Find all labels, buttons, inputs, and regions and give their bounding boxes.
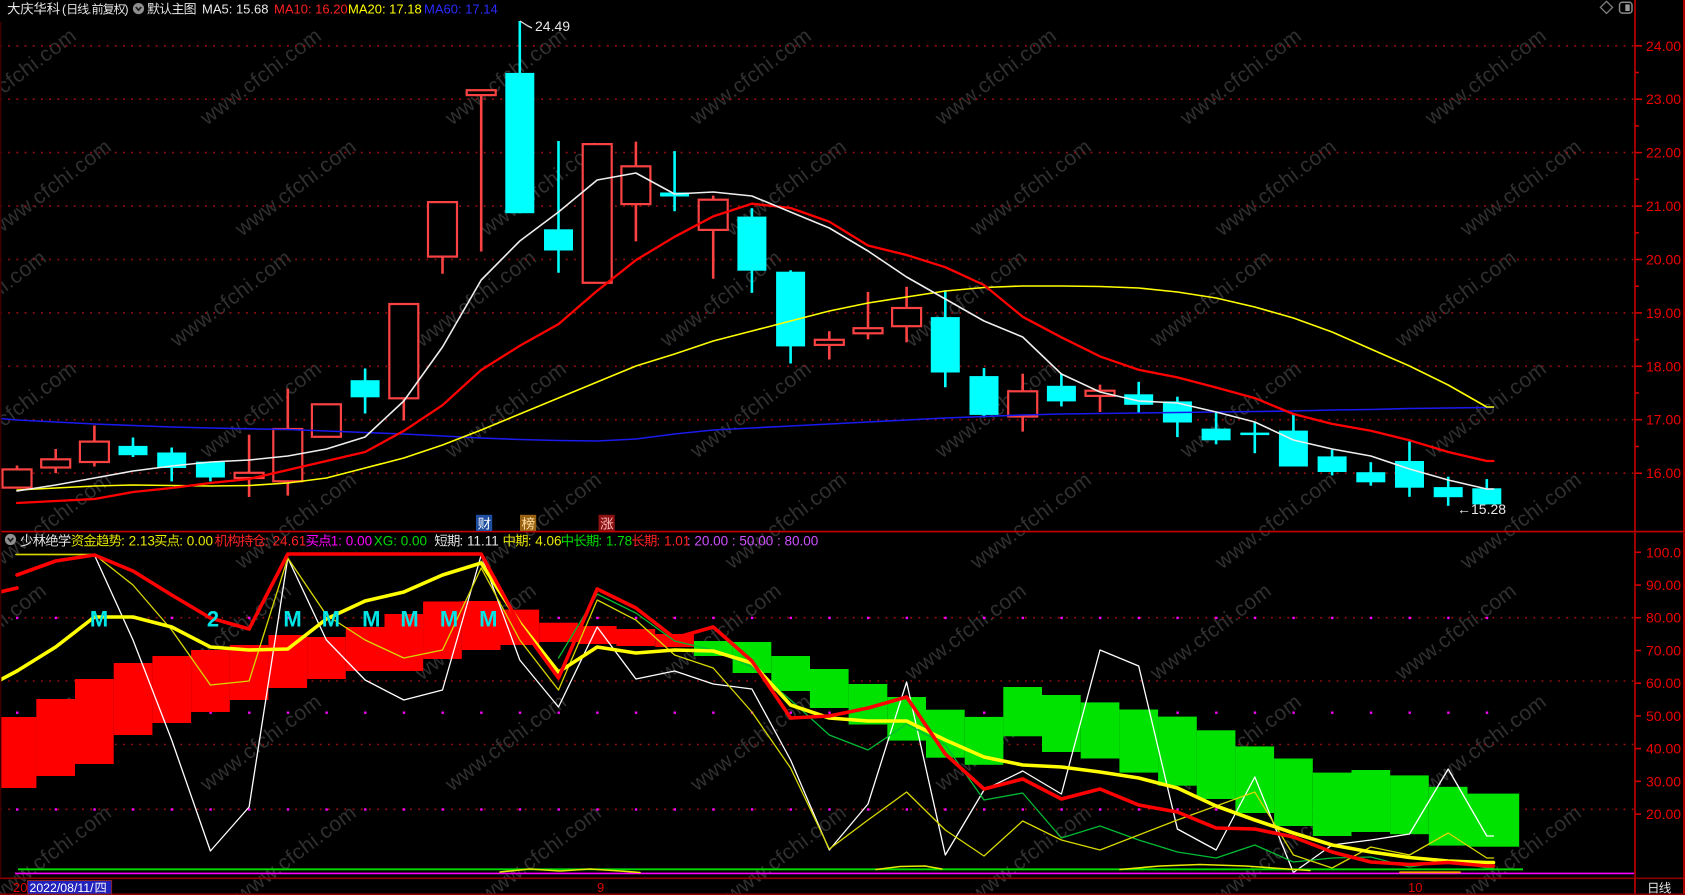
svg-text:40.00: 40.00: [1646, 741, 1681, 757]
svg-text:M: M: [440, 607, 458, 632]
svg-text:23.00: 23.00: [1646, 91, 1681, 107]
svg-text:MA5: 15.68: MA5: 15.68: [202, 2, 269, 17]
svg-text:M: M: [400, 607, 418, 632]
svg-text:24.49: 24.49: [535, 18, 570, 34]
svg-text:M: M: [479, 607, 497, 632]
svg-text:MA60: 17.14: MA60: 17.14: [424, 2, 498, 17]
svg-text:MA20: 17.18: MA20: 17.18: [348, 2, 422, 17]
svg-text:1: 0.00: 1: 0.00: [331, 534, 372, 549]
svg-text:MA10: 16.20: MA10: 16.20: [274, 2, 348, 17]
svg-text:22.00: 22.00: [1646, 145, 1681, 161]
svg-text:2: 2: [207, 607, 219, 632]
svg-text:20.00: 20.00: [1646, 252, 1681, 268]
svg-text:50.00: 50.00: [1646, 708, 1681, 724]
svg-text:9: 9: [597, 880, 604, 895]
svg-text:: 4.06: : 4.06: [528, 534, 562, 549]
svg-text:M: M: [90, 607, 108, 632]
svg-text:2022/08/11/: 2022/08/11/: [30, 881, 95, 895]
svg-text:: 11.11: : 11.11: [460, 534, 499, 549]
svg-text:: 24.61: : 24.61: [265, 534, 306, 549]
svg-text:24.00: 24.00: [1646, 38, 1681, 54]
svg-text:10: 10: [1408, 880, 1422, 895]
svg-text:70.00: 70.00: [1646, 643, 1681, 659]
svg-text:: 20.00 : 50.00 : 80.00: : 20.00 : 50.00 : 80.00: [687, 534, 818, 549]
svg-text:.: .: [88, 3, 91, 17]
svg-text:21.00: 21.00: [1646, 198, 1681, 214]
svg-text:M: M: [283, 607, 301, 632]
svg-text:20.00: 20.00: [1646, 806, 1681, 822]
svg-text:17.00: 17.00: [1646, 412, 1681, 428]
svg-text:M: M: [322, 607, 340, 632]
svg-text:XG: 0.00: XG: 0.00: [374, 534, 427, 549]
svg-text:60.00: 60.00: [1646, 675, 1681, 691]
svg-text:16.00: 16.00: [1646, 465, 1681, 481]
svg-text:18.00: 18.00: [1646, 358, 1681, 374]
svg-text:: 2.13: : 2.13: [121, 534, 155, 549]
svg-text:80.00: 80.00: [1646, 610, 1681, 626]
svg-text:100.0: 100.0: [1646, 544, 1681, 560]
svg-text:): ): [125, 3, 129, 17]
svg-text:: 1.01: : 1.01: [657, 534, 691, 549]
svg-text:←15.28: ←15.28: [1457, 501, 1506, 517]
svg-text:19.00: 19.00: [1646, 305, 1681, 321]
svg-text:M: M: [362, 607, 380, 632]
svg-text:: 1.78: : 1.78: [598, 534, 632, 549]
svg-text:90.00: 90.00: [1646, 577, 1681, 593]
svg-text:20: 20: [13, 880, 27, 895]
svg-text:30.00: 30.00: [1646, 773, 1681, 789]
svg-text:: 0.00: : 0.00: [179, 534, 213, 549]
svg-text:(: (: [62, 3, 66, 17]
